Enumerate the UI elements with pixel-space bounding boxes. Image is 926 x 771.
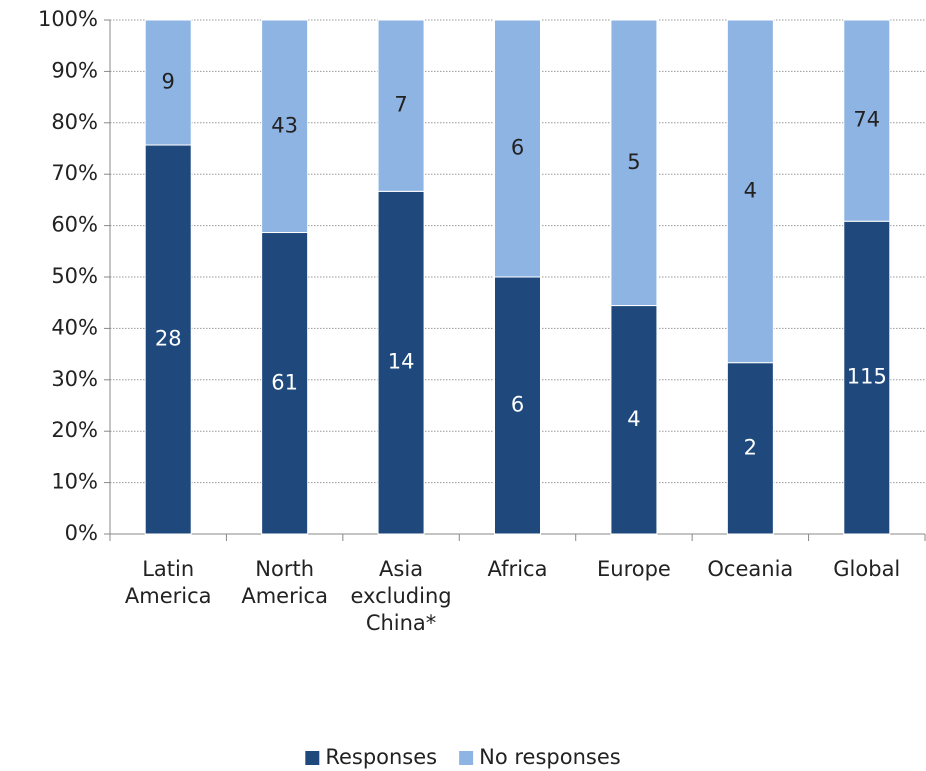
legend-swatch bbox=[305, 751, 320, 765]
x-tick-label: Global bbox=[833, 557, 901, 581]
data-label: 74 bbox=[853, 108, 880, 132]
bar-segment bbox=[144, 144, 192, 535]
bar-segment bbox=[726, 19, 774, 364]
data-label: 5 bbox=[627, 150, 640, 174]
data-label: 115 bbox=[847, 365, 887, 389]
bar-segment bbox=[377, 190, 425, 535]
data-label: 28 bbox=[155, 327, 182, 351]
y-tick-label: 100% bbox=[38, 7, 98, 31]
bar-segment bbox=[494, 19, 541, 278]
x-tick-label: Africa bbox=[487, 557, 548, 581]
data-label: 6 bbox=[511, 136, 524, 160]
x-tick-label: Asia excluding China* bbox=[350, 557, 452, 635]
y-tick-label: 30% bbox=[51, 367, 98, 391]
y-tick-label: 80% bbox=[51, 110, 98, 134]
y-tick-label: 60% bbox=[51, 213, 98, 237]
bar-segment bbox=[261, 232, 309, 535]
bar-segment bbox=[726, 362, 774, 535]
y-tick-label: 50% bbox=[51, 264, 98, 288]
data-label: 9 bbox=[162, 70, 175, 94]
legend-label: Responses bbox=[325, 745, 437, 769]
x-tick-label: Latin America bbox=[124, 557, 212, 608]
data-label: 4 bbox=[627, 407, 640, 431]
bar-segment bbox=[843, 19, 891, 222]
bar-segment bbox=[494, 276, 541, 535]
y-tick-label: 0% bbox=[65, 521, 98, 545]
y-tick-label: 40% bbox=[51, 315, 98, 339]
y-tick-label: 70% bbox=[51, 161, 98, 185]
legend-swatch bbox=[459, 751, 474, 765]
bar-segment bbox=[377, 19, 425, 192]
data-label: 43 bbox=[271, 113, 298, 137]
y-tick-label: 90% bbox=[51, 58, 98, 82]
bar-segment bbox=[261, 19, 309, 234]
x-tick-label: North America bbox=[241, 557, 328, 608]
bar-segment bbox=[144, 19, 192, 146]
x-tick-label: Europe bbox=[596, 557, 671, 581]
bar-segment bbox=[610, 19, 658, 307]
data-label: 7 bbox=[394, 93, 407, 117]
bar-segment bbox=[610, 305, 658, 535]
y-tick-label: 20% bbox=[51, 418, 98, 442]
data-label: 61 bbox=[271, 370, 298, 394]
data-label: 6 bbox=[511, 393, 524, 417]
data-label: 4 bbox=[744, 178, 757, 202]
legend-label: No responses bbox=[479, 745, 621, 769]
y-tick-label: 10% bbox=[51, 470, 98, 494]
data-label: 14 bbox=[388, 350, 415, 374]
x-tick-label: Oceania bbox=[707, 557, 794, 581]
data-label: 2 bbox=[744, 435, 757, 459]
